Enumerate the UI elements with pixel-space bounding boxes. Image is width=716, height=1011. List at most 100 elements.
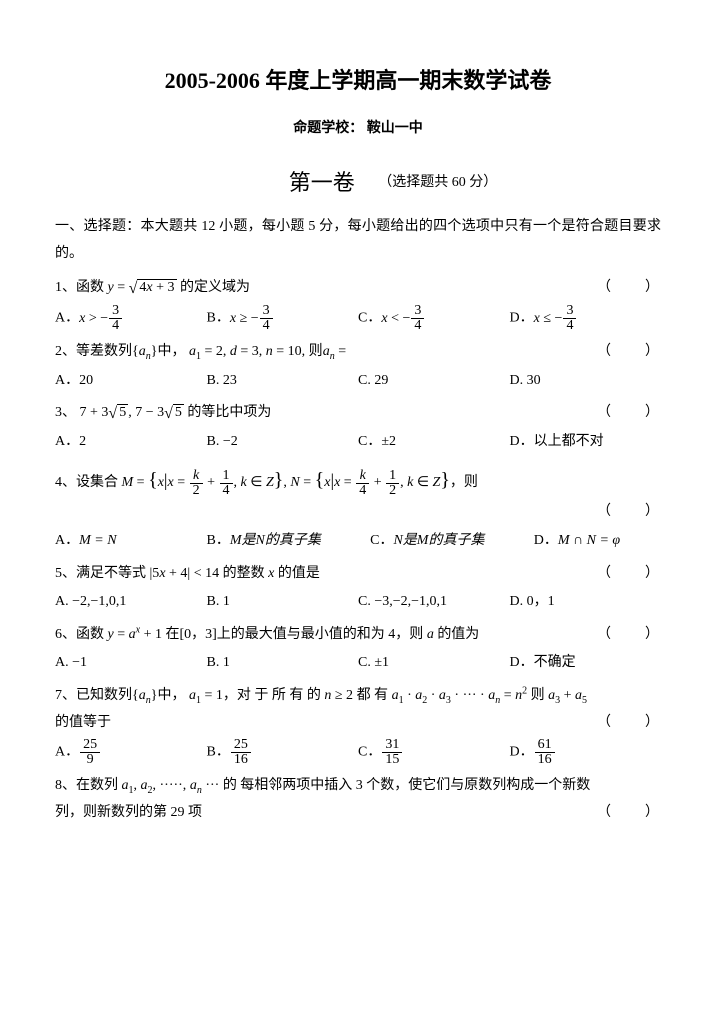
q5-options: A. −2,−1,0,1 B. 1 C. −3,−2,−1,0,1 D. 0，1	[55, 589, 661, 616]
question-7: 7、已知数列{an}中， a1 = 1，对 于 所 有 的 n ≥ 2 都 有 …	[55, 683, 661, 767]
q1-d-math: x ≤ −34	[534, 311, 578, 326]
q1-options: A．x > −34 B．x ≥ −34 C．x < −34 D．x ≤ −34	[55, 304, 661, 333]
q3-opt-c: C．±2	[358, 429, 510, 456]
q1-b-math: x ≥ −34	[230, 311, 274, 326]
q5-stem: 5、满足不等式 |5x + 4| < 14 的整数 x 的值是	[55, 561, 320, 588]
q7-b-label: B．	[207, 745, 230, 760]
q3-opt-d: D．以上都不对	[510, 429, 662, 456]
q1-stem: 1、函数 y = √4x + 3 的定义域为	[55, 275, 250, 302]
q4-formula: M = {x|x = k2 + 14, k ∈ Z}, N = {x|x = k…	[122, 475, 450, 490]
q7-paren: （ ）	[597, 710, 661, 737]
q4-d-pre: D．	[534, 533, 558, 548]
q8-line2: 列，则新数列的第 29 项	[55, 800, 202, 827]
q8-paren: （ ）	[597, 800, 661, 827]
q1-paren: （ ）	[597, 275, 661, 302]
q3-opt-a: A．2	[55, 429, 207, 456]
q3-formula: 7 + 3√5, 7 − 3√5	[80, 405, 184, 420]
question-2: 2、等差数列{an}中， a1 = 2, d = 3, n = 10, 则an …	[55, 339, 661, 394]
q7-stem: 7、已知数列{an}中， a1 = 1，对 于 所 有 的 n ≥ 2 都 有 …	[55, 688, 587, 703]
q2-seq: {an}	[132, 344, 157, 359]
q7-options: A．259 B．2516 C．3115 D．6116	[55, 738, 661, 767]
q5-opt-d: D. 0，1	[510, 589, 662, 616]
exam-page: 2005-2006 年度上学期高一期末数学试卷 命题学校： 鞍山一中 第一卷 （…	[0, 0, 716, 1011]
q7-mid1: 中，	[157, 688, 185, 703]
q8-mid: 的 每相邻两项中插入 3 个数，使它们与原数列构成一个新数	[223, 778, 591, 793]
q6-stem: 6、函数 y = ax + 1 在[0，3]上的最大值与最小值的和为 4，则 a…	[55, 622, 479, 649]
q6-options: A. −1 B. 1 C. ±1 D．不确定	[55, 650, 661, 677]
q2-stem: 2、等差数列{an}中， a1 = 2, d = 3, n = 10, 则an …	[55, 339, 346, 366]
q1-formula: y = √4x + 3	[108, 280, 177, 295]
q5-opt-c: C. −3,−2,−1,0,1	[358, 589, 510, 616]
q7-d-math: 6116	[535, 738, 555, 767]
q1-post: 的定义域为	[180, 280, 250, 295]
section-big: 第一卷	[289, 170, 355, 195]
q6-post: 的值为	[434, 627, 480, 642]
q4-opt-a: A．M = N	[55, 528, 207, 555]
q1-pre: 1、函数	[55, 280, 108, 295]
q3-opt-b: B. −2	[207, 429, 359, 456]
q1-opt-a: A．x > −34	[55, 304, 207, 333]
q5-post: 的整数	[223, 566, 269, 581]
q1-a-label: A．	[55, 311, 79, 326]
q8-pre: 8、在数列	[55, 778, 118, 793]
q7-mid4: 则	[531, 688, 549, 703]
page-title: 2005-2006 年度上学期高一期末数学试卷	[55, 60, 661, 102]
question-8: 8、在数列 a1, a2, ·····, an ··· 的 每相邻两项中插入 3…	[55, 773, 661, 826]
q7-seq: {an}	[132, 688, 157, 703]
q3-post: 的等比中项为	[187, 405, 271, 420]
q4-a-math: M = N	[79, 533, 116, 548]
q5-formula: |5x + 4| < 14	[150, 566, 220, 581]
q7-c-label: C．	[358, 745, 381, 760]
q5-opt-b: B. 1	[207, 589, 359, 616]
q2-options: A．20 B. 23 C. 29 D. 30	[55, 368, 661, 395]
q7-a1: a1 = 1	[189, 688, 223, 703]
q7-n2: n ≥ 2	[324, 688, 353, 703]
q6-a: a	[427, 627, 434, 642]
q7-opt-d: D．6116	[510, 738, 662, 767]
q7-opt-c: C．3115	[358, 738, 510, 767]
q3-paren: （ ）	[597, 400, 661, 427]
q7-mid3: 都 有	[353, 688, 392, 703]
section-paren: （选择题共 60 分）	[378, 175, 497, 190]
q5-opt-a: A. −2,−1,0,1	[55, 589, 207, 616]
q7-opt-b: B．2516	[207, 738, 359, 767]
q6-pre: 6、函数	[55, 627, 108, 642]
q3-pre: 3、	[55, 405, 76, 420]
q7-pre: 7、已知数列	[55, 688, 132, 703]
q7-tail: 的值等于	[55, 710, 111, 737]
instruction: 一、选择题：本大题共 12 小题，每小题 5 分，每小题给出的四个选项中只有一个…	[55, 214, 661, 267]
q1-a-math: x > −34	[79, 311, 123, 326]
q5-paren: （ ）	[597, 561, 661, 588]
question-3: 3、 7 + 3√5, 7 − 3√5 的等比中项为 （ ） A．2 B. −2…	[55, 400, 661, 455]
q5-tail: 的值是	[274, 566, 320, 581]
q7-d-label: D．	[510, 745, 534, 760]
q7-mid2: ，对 于 所 有 的	[223, 688, 325, 703]
q1-c-math: x < −34	[381, 311, 425, 326]
q1-c-label: C．	[358, 311, 381, 326]
q6-opt-a: A. −1	[55, 650, 207, 677]
q8-stem: 8、在数列 a1, a2, ·····, an ··· 的 每相邻两项中插入 3…	[55, 778, 590, 793]
q4-b-math: M是N的真子集	[230, 533, 321, 548]
q7-a-label: A．	[55, 745, 79, 760]
q6-formula: y = ax + 1	[108, 627, 162, 642]
q2-pre: 2、等差数列	[55, 344, 132, 359]
q6-opt-b: B. 1	[207, 650, 359, 677]
q2-opt-b: B. 23	[207, 368, 359, 395]
q4-d-math: M ∩ N = φ	[558, 533, 620, 548]
q4-c-math: N是M的真子集	[393, 533, 484, 548]
question-5: 5、满足不等式 |5x + 4| < 14 的整数 x 的值是 （ ） A. −…	[55, 561, 661, 616]
question-6: 6、函数 y = ax + 1 在[0，3]上的最大值与最小值的和为 4，则 a…	[55, 622, 661, 677]
q6-mid: 在[0，3]上的最大值与最小值的和为 4，则	[165, 627, 426, 642]
q4-a-pre: A．	[55, 533, 79, 548]
q7-b-math: 2516	[231, 738, 251, 767]
subtitle-label: 命题学校：	[293, 121, 363, 136]
q4-opt-c: C．N是M的真子集	[370, 528, 534, 555]
q1-opt-b: B．x ≥ −34	[207, 304, 359, 333]
q5-pre: 5、满足不等式	[55, 566, 146, 581]
q7-prod: a1 · a2 · a3 · ··· · an = n2	[392, 688, 528, 703]
q2-opt-a: A．20	[55, 368, 207, 395]
q4-stem: 4、设集合 M = {x|x = k2 + 14, k ∈ Z}, N = {x…	[55, 475, 478, 490]
q2-opt-d: D. 30	[510, 368, 662, 395]
question-4: 4、设集合 M = {x|x = k2 + 14, k ∈ Z}, N = {x…	[55, 461, 661, 554]
question-1: 1、函数 y = √4x + 3 的定义域为 （ ） A．x > −34 B．x…	[55, 275, 661, 333]
